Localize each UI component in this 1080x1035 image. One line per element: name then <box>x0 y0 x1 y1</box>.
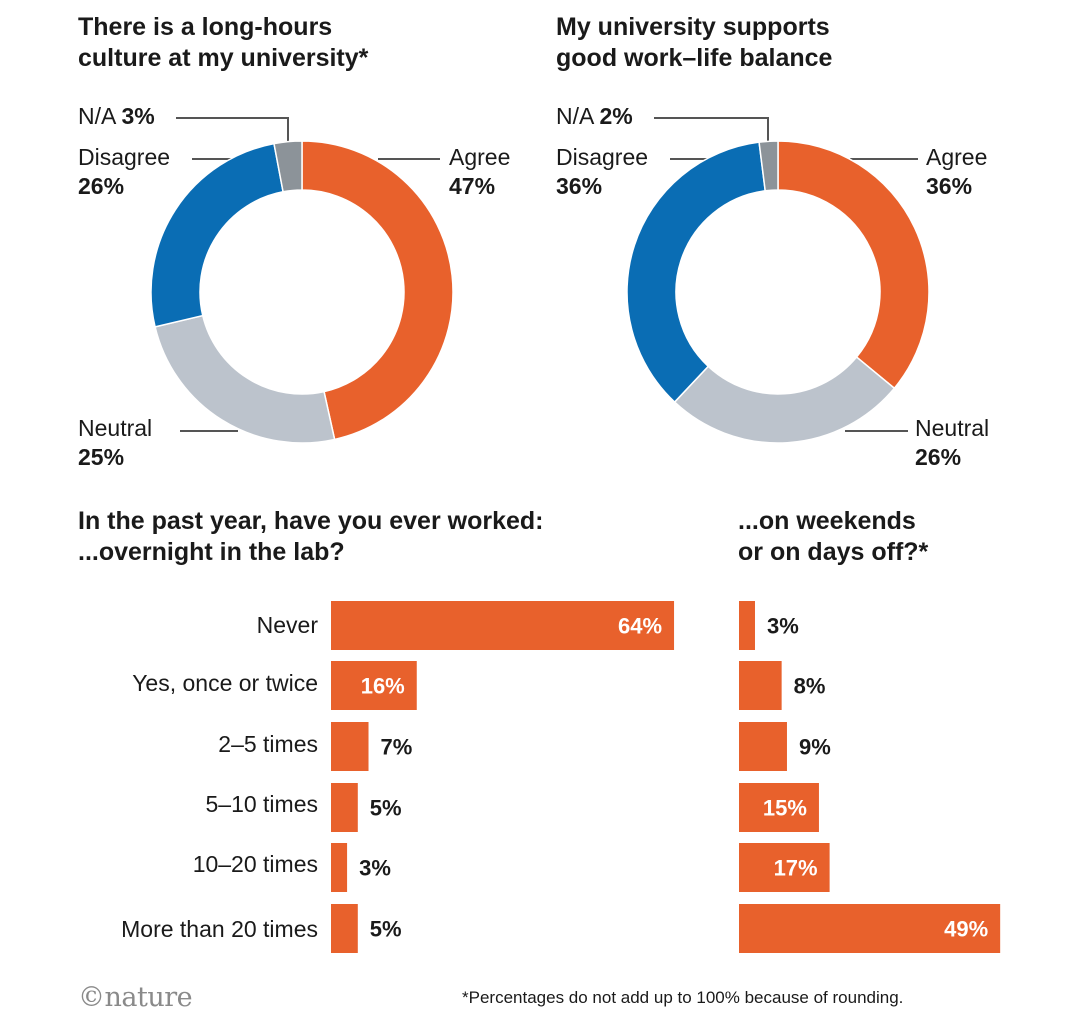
donut1-label-na-text: N/A <box>78 103 116 129</box>
bars2-value-label-5: 49% <box>944 917 988 942</box>
bars1-value-label-3: 5% <box>370 796 402 821</box>
donut2-title-line2: good work–life balance <box>556 44 833 72</box>
donut2-label-disagree-pct: 36% <box>556 173 603 199</box>
bars2-value-label-1: 8% <box>794 674 826 699</box>
bars1-bar-1 <box>331 661 417 710</box>
bars1-value-label-0: 64% <box>618 614 662 639</box>
donut2-leader-na-h <box>654 117 768 119</box>
bars1-value-label-1: 16% <box>361 674 405 699</box>
bars2-bar-1 <box>739 661 782 710</box>
bars2-title-line1: ...on weekends <box>738 507 916 535</box>
bars1-title-line2: ...overnight in the lab? <box>78 538 345 566</box>
donut1-leader-na-h <box>176 117 288 119</box>
bars2-value-label-4: 17% <box>774 856 818 881</box>
donut1-leader-disagree <box>192 158 232 160</box>
bars1-value-label-5: 5% <box>370 917 402 942</box>
nature-logo: ©nature <box>78 982 193 1013</box>
category-label-5: More than 20 times <box>121 916 318 942</box>
bars1-bar-0 <box>331 601 675 650</box>
donut2-title: My university supports good work–life ba… <box>556 12 832 74</box>
donut2-label-na: N/A 2% <box>556 102 633 131</box>
donut2-label-neutral-pct: 26% <box>915 444 962 470</box>
donut2-label-na-pct: 2% <box>599 103 633 129</box>
category-label-0: Never <box>256 612 318 638</box>
donut1-leader-agree <box>378 158 440 160</box>
donut2-label-agree-pct: 36% <box>926 173 973 199</box>
donut1-leader-neutral <box>180 430 238 432</box>
category-label-3: 5–10 times <box>205 791 318 817</box>
donut2-label-disagree-text: Disagree <box>556 144 649 170</box>
donut1-label-disagree: Disagree 26% <box>78 143 170 201</box>
donut2-slice-na <box>758 140 779 192</box>
bars2-title: ...on weekends or on days off?* <box>738 506 928 568</box>
category-label-4: 10–20 times <box>192 851 318 877</box>
donut1-label-neutral-pct: 25% <box>78 444 125 470</box>
bars2-value-label-2: 9% <box>799 735 831 760</box>
bars1-bar-4 <box>331 843 348 892</box>
donut2-leader-na-v <box>767 117 769 141</box>
bars2-bar-4 <box>739 843 830 892</box>
donut1-slice-na <box>273 140 303 193</box>
bars2-bar-3 <box>739 783 819 832</box>
donut1-label-na: N/A 3% <box>78 102 155 131</box>
footnote: *Percentages do not add up to 100% becau… <box>462 988 904 1007</box>
donut2-slice-neutral <box>673 355 896 444</box>
donut1-label-disagree-pct: 26% <box>78 173 125 199</box>
donut2-label-neutral-text: Neutral <box>915 415 990 441</box>
donut1-title-line2: culture at my university* <box>78 44 369 72</box>
donut1-label-agree-text: Agree <box>449 144 511 170</box>
bars1-bar-5 <box>331 904 358 953</box>
bars1-value-label-4: 3% <box>359 856 391 881</box>
donut1-label-na-pct: 3% <box>121 103 155 129</box>
bars1-title: In the past year, have you ever worked: … <box>78 506 543 568</box>
bars2-bar-0 <box>739 601 755 650</box>
bars2-bar-2 <box>739 722 787 771</box>
donut1-slice-neutral <box>154 314 336 444</box>
donut1-slice-agree <box>301 140 454 441</box>
donut2-label-disagree: Disagree 36% <box>556 143 648 201</box>
category-label-1: Yes, once or twice <box>132 670 318 696</box>
bars1-bar-2 <box>331 722 369 771</box>
donut2-leader-neutral <box>845 430 908 432</box>
donut1-label-neutral: Neutral 25% <box>78 414 152 472</box>
donut2-slice-agree <box>777 140 930 390</box>
bars1-title-line1: In the past year, have you ever worked: <box>78 507 544 535</box>
donut1-title-line1: There is a long-hours <box>78 13 333 41</box>
bars1-bar-3 <box>331 783 358 832</box>
bars2-title-line2: or on days off?* <box>738 538 929 566</box>
donut2-label-agree: Agree 36% <box>926 143 987 201</box>
donut1-slice-disagree <box>150 142 284 328</box>
donut2-label-neutral: Neutral 26% <box>915 414 989 472</box>
bars2-bar-5 <box>739 904 1001 953</box>
bars1-value-label-2: 7% <box>381 735 413 760</box>
donut1-label-agree-pct: 47% <box>449 173 496 199</box>
donut2-label-na-text: N/A <box>556 103 594 129</box>
bars2-value-label-0: 3% <box>767 614 799 639</box>
donut2-title-line1: My university supports <box>556 13 830 41</box>
donut1-label-neutral-text: Neutral <box>78 415 153 441</box>
donut2-label-agree-text: Agree <box>926 144 988 170</box>
donut1-label-disagree-text: Disagree <box>78 144 171 170</box>
donut2-slice-disagree <box>626 141 767 404</box>
donut1-label-agree: Agree 47% <box>449 143 510 201</box>
category-label-2: 2–5 times <box>218 731 318 757</box>
donut2-leader-disagree <box>670 158 708 160</box>
donut1-leader-na-v <box>287 117 289 141</box>
donut2-leader-agree <box>850 158 918 160</box>
bars2-value-label-3: 15% <box>763 796 807 821</box>
donut1-title: There is a long-hours culture at my univ… <box>78 12 368 74</box>
